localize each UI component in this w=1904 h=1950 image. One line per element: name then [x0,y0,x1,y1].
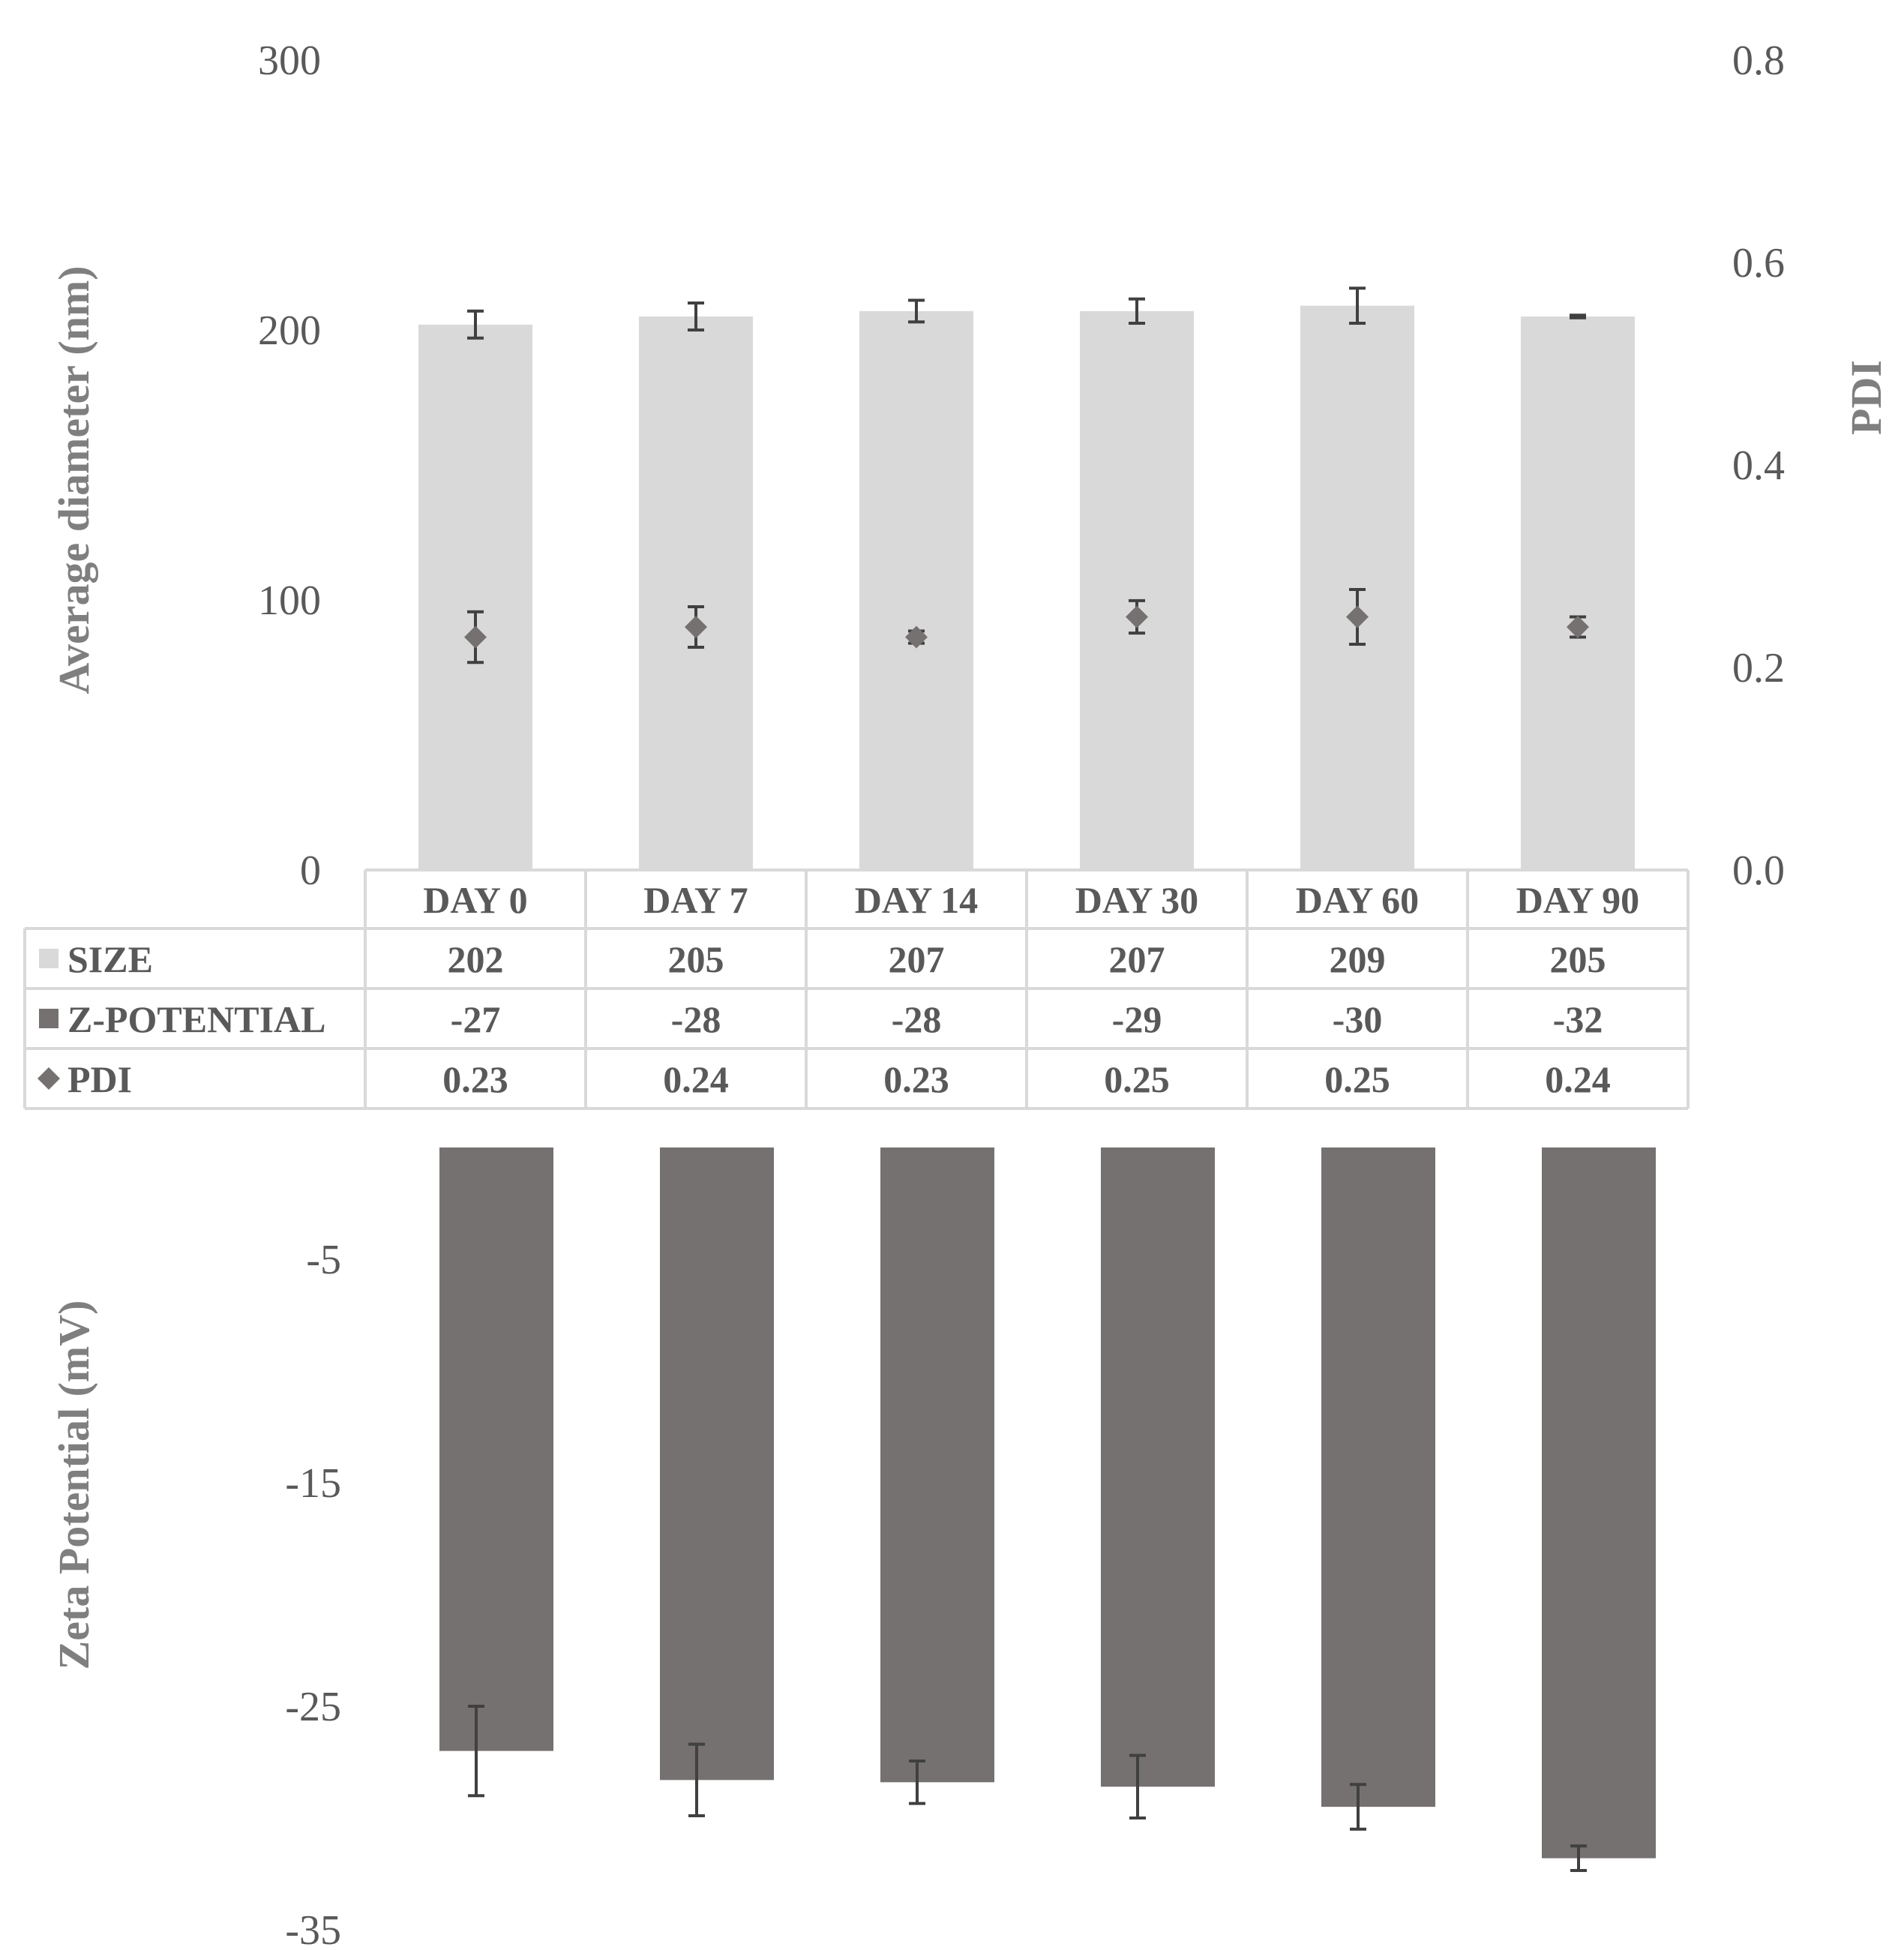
table-cell: 207 [1109,938,1165,980]
zeta-bar [1321,1148,1435,1808]
zeta-bar [1542,1148,1656,1858]
zeta-bar [660,1148,774,1780]
table-column-header: DAY 0 [423,879,527,921]
table-column-header: DAY 90 [1516,879,1639,921]
left-tick-label: 300 [258,38,321,84]
table-cell: -30 [1333,998,1383,1040]
size-bar [1300,305,1414,871]
table-cell: -28 [892,998,942,1040]
table-row-label: SIZE [67,938,153,980]
table-cell: 205 [1550,938,1606,980]
left-tick-label: 0 [300,848,321,894]
table-cell: -29 [1112,998,1162,1040]
right-tick-label: 0.8 [1732,38,1785,84]
size-bar [859,310,973,870]
right-tick-label: 0.2 [1732,645,1785,692]
zeta-bar [439,1148,553,1751]
table-column-header: DAY 60 [1296,879,1419,921]
table-cell: 207 [889,938,945,980]
table-row-label: PDI [67,1058,132,1100]
zeta-axis-title: Zeta Potential (mV) [49,1300,98,1670]
size-bar [639,316,753,870]
pdi-marker [1126,605,1148,628]
left-axis-title: Average diameter (nm) [49,266,98,694]
size-bar [418,324,532,870]
left-tick-label: 100 [258,578,321,624]
zeta-tick-label: -15 [285,1460,341,1507]
legend-key-zeta [39,1009,58,1028]
legend-key-size [39,949,58,968]
zeta-tick-label: -5 [306,1237,341,1283]
table-cell: -32 [1553,998,1603,1040]
zeta-tick-label: -25 [285,1684,341,1730]
pdi-marker [905,626,928,649]
table-row-label: Z-POTENTIAL [67,998,326,1040]
right-tick-label: 0.4 [1732,442,1785,489]
table-cell: 0.24 [663,1058,729,1100]
table-cell: 0.24 [1545,1058,1611,1100]
right-tick-label: 0.0 [1732,848,1785,894]
size-bar [1521,316,1635,870]
table-column-header: DAY 14 [855,879,978,921]
pdi-marker [685,616,707,638]
zeta-bar [880,1148,994,1783]
right-tick-label: 0.6 [1732,240,1785,286]
table-cell: 205 [668,938,724,980]
table-cell: 209 [1330,938,1386,980]
table-cell: 0.25 [1104,1058,1170,1100]
zeta-tick-label: -35 [285,1907,341,1950]
table-cell: 202 [448,938,504,980]
left-tick-label: 200 [258,308,321,354]
pdi-marker [464,626,487,649]
size-bar [1080,310,1194,870]
zeta-bar [1101,1148,1215,1787]
table-cell: 0.23 [883,1058,949,1100]
legend-key-pdi [37,1067,60,1090]
table-column-header: DAY 30 [1075,879,1198,921]
right-axis-title: PDI [1842,360,1891,435]
table-cell: 0.25 [1324,1058,1390,1100]
table-cell: -28 [671,998,721,1040]
pdi-marker [1567,616,1589,638]
table-column-header: DAY 7 [643,879,748,921]
table-cell: 0.23 [442,1058,508,1100]
table-cell: -27 [451,998,501,1040]
pdi-marker [1346,605,1369,628]
